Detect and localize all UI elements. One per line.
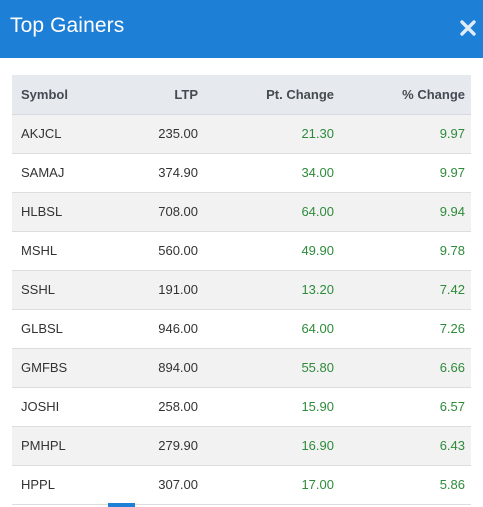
cell-pct-change: 9.97 <box>336 153 471 193</box>
cell-symbol: PMHPL <box>12 426 108 466</box>
cell-pct-change: 5.86 <box>336 465 471 505</box>
cell-pct-change: 6.66 <box>336 348 471 388</box>
cell-pt-change: 13.20 <box>200 270 336 310</box>
cell-symbol: SAMAJ <box>12 153 108 193</box>
cell-ltp: 235.00 <box>108 114 200 154</box>
close-button[interactable] <box>459 19 477 37</box>
cell-pt-change: 17.00 <box>200 465 336 505</box>
table-header-row: Symbol LTP Pt. Change % Change <box>12 75 471 115</box>
close-icon <box>459 19 477 37</box>
cell-ltp: 279.90 <box>108 426 200 466</box>
cell-pct-change: 7.42 <box>336 270 471 310</box>
table-row[interactable]: SSHL 191.00 13.20 7.42 <box>12 270 471 310</box>
cell-ltp: 946.00 <box>108 309 200 349</box>
cell-ltp: 191.00 <box>108 270 200 310</box>
cell-pt-change: 34.00 <box>200 153 336 193</box>
cell-pct-change: 6.57 <box>336 387 471 427</box>
cell-symbol: HPPL <box>12 465 108 505</box>
cell-pct-change: 9.94 <box>336 192 471 232</box>
cell-symbol: GMFBS <box>12 348 108 388</box>
cell-symbol: AKJCL <box>12 114 108 154</box>
cell-pt-change: 16.90 <box>200 426 336 466</box>
table-body: AKJCL 235.00 21.30 9.97 SAMAJ 374.90 34.00 9.97… <box>12 114 471 505</box>
cell-ltp: 708.00 <box>108 192 200 232</box>
gainers-table-container: Symbol LTP Pt. Change % Change AKJCL 235.… <box>12 75 471 505</box>
cell-symbol: JOSHI <box>12 387 108 427</box>
table-row[interactable]: GLBSL 946.00 64.00 7.26 <box>12 309 471 349</box>
cell-symbol: MSHL <box>12 231 108 271</box>
cell-pct-change: 6.43 <box>336 426 471 466</box>
cell-pct-change: 9.97 <box>336 114 471 154</box>
cell-ltp: 374.90 <box>108 153 200 193</box>
column-header-ltp[interactable]: LTP <box>108 75 200 115</box>
cell-pt-change: 55.80 <box>200 348 336 388</box>
cell-ltp: 894.00 <box>108 348 200 388</box>
scroll-indicator[interactable] <box>108 503 135 507</box>
cell-symbol: HLBSL <box>12 192 108 232</box>
modal-header: Top Gainers <box>0 0 483 58</box>
cell-ltp: 258.00 <box>108 387 200 427</box>
table-row[interactable]: JOSHI 258.00 15.90 6.57 <box>12 387 471 427</box>
cell-pt-change: 21.30 <box>200 114 336 154</box>
cell-pt-change: 64.00 <box>200 192 336 232</box>
table-row[interactable]: PMHPL 279.90 16.90 6.43 <box>12 426 471 466</box>
cell-pct-change: 9.78 <box>336 231 471 271</box>
table-row[interactable]: HLBSL 708.00 64.00 9.94 <box>12 192 471 232</box>
cell-ltp: 307.00 <box>108 465 200 505</box>
cell-pt-change: 49.90 <box>200 231 336 271</box>
cell-symbol: GLBSL <box>12 309 108 349</box>
cell-symbol: SSHL <box>12 270 108 310</box>
table-row[interactable]: MSHL 560.00 49.90 9.78 <box>12 231 471 271</box>
table-row[interactable]: GMFBS 894.00 55.80 6.66 <box>12 348 471 388</box>
table-row[interactable]: HPPL 307.00 17.00 5.86 <box>12 465 471 505</box>
modal-title: Top Gainers <box>10 14 125 37</box>
cell-pct-change: 7.26 <box>336 309 471 349</box>
table-row[interactable]: AKJCL 235.00 21.30 9.97 <box>12 114 471 154</box>
column-header-pt-change[interactable]: Pt. Change <box>200 75 336 115</box>
column-header-pct-change[interactable]: % Change <box>336 75 471 115</box>
cell-ltp: 560.00 <box>108 231 200 271</box>
cell-pt-change: 15.90 <box>200 387 336 427</box>
table-row[interactable]: SAMAJ 374.90 34.00 9.97 <box>12 153 471 193</box>
gainers-table: Symbol LTP Pt. Change % Change AKJCL 235.… <box>12 75 471 505</box>
column-header-symbol[interactable]: Symbol <box>12 75 108 115</box>
cell-pt-change: 64.00 <box>200 309 336 349</box>
